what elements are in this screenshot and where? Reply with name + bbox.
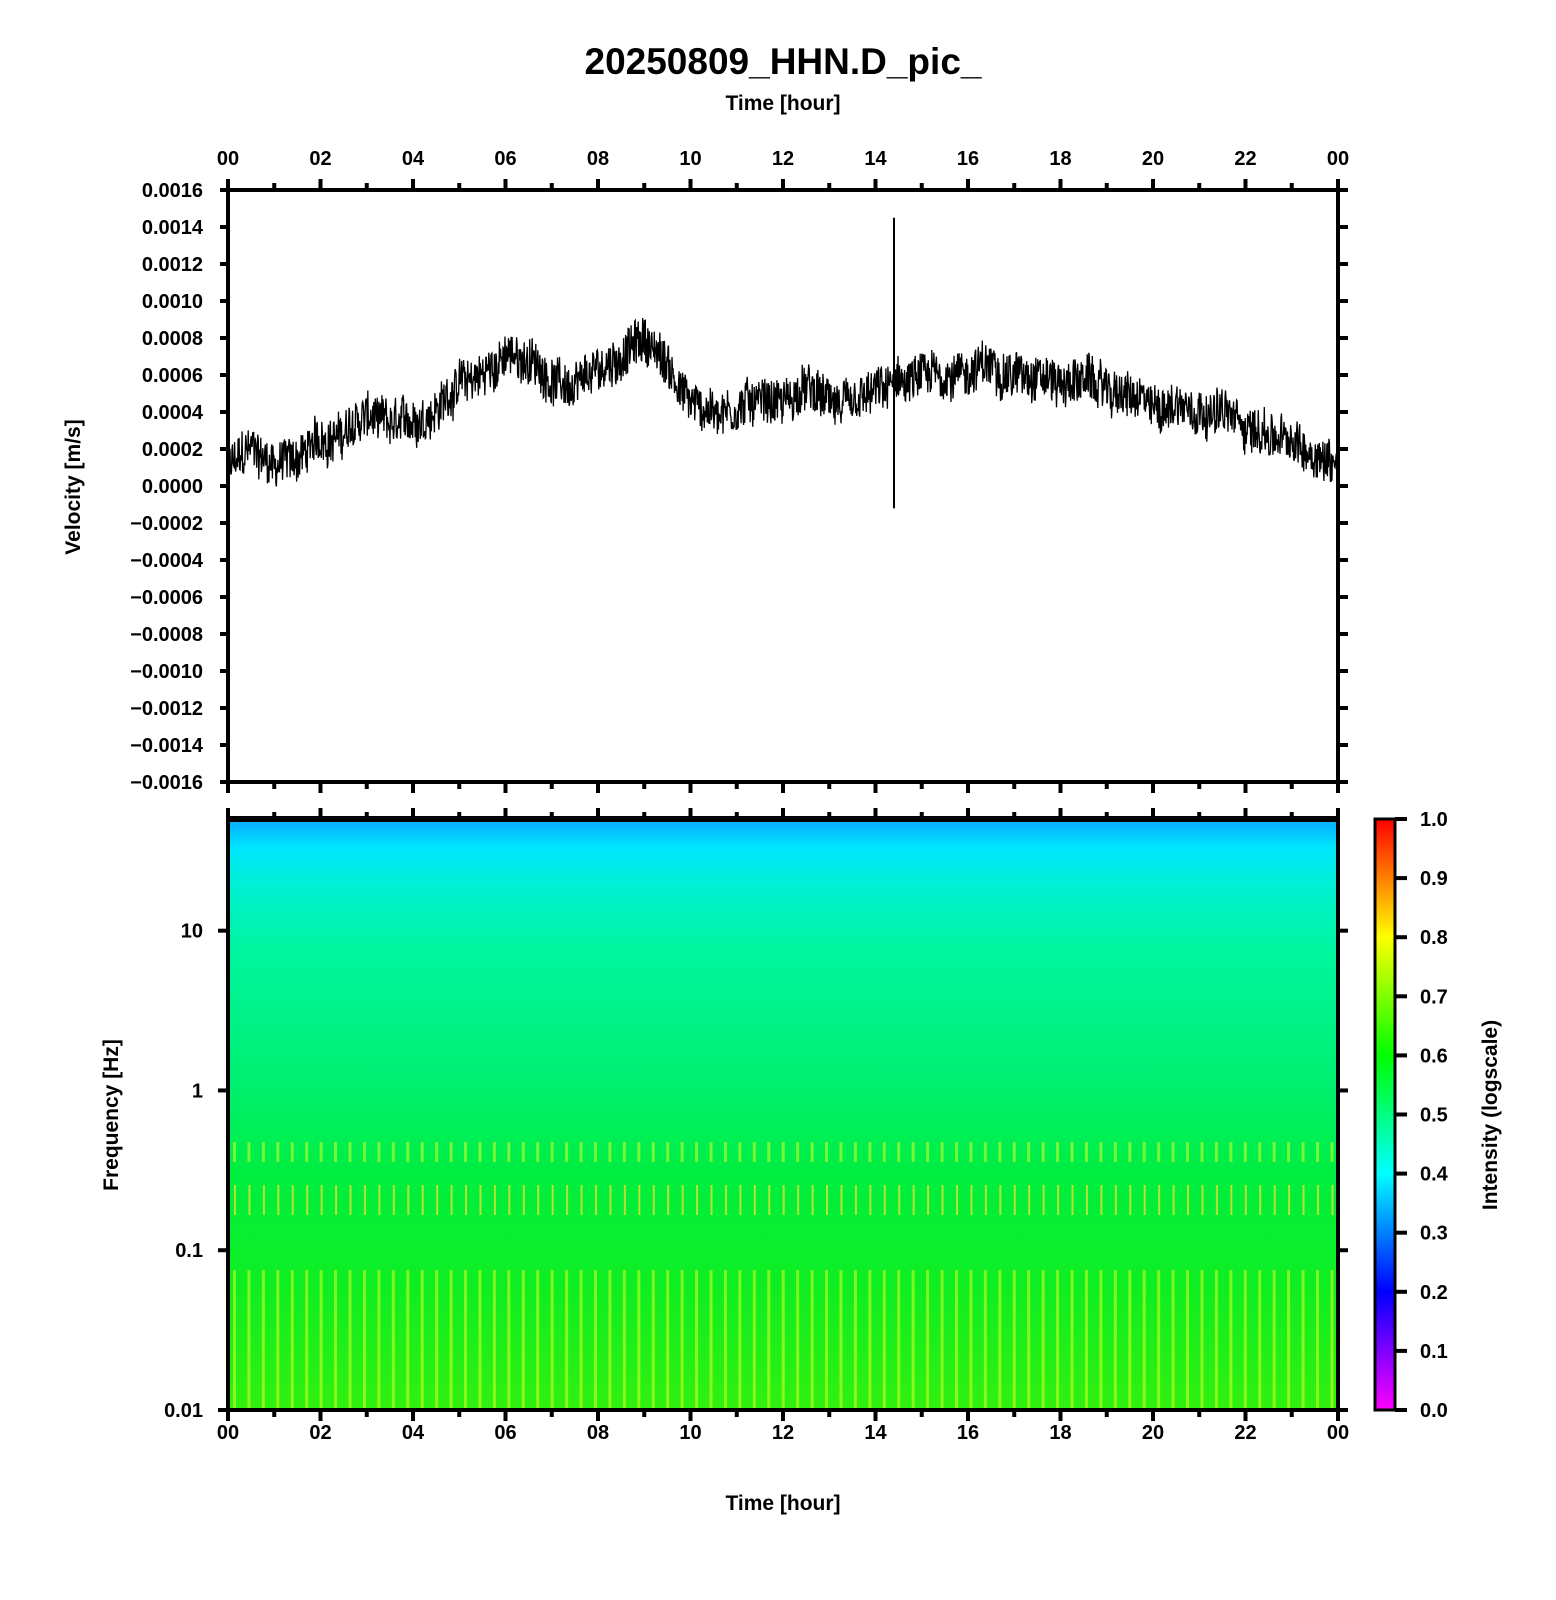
velocity-y-axis-label: Velocity [m/s] [62,419,85,554]
colorbar-tick-label: 0.7 [1420,986,1448,1008]
velocity-tick-label: 0.0004 [142,402,204,424]
colorbar-tick-label: 0.5 [1420,1105,1448,1127]
spectrogram-low-freq-stripes [228,1270,1338,1410]
top-x-tick-label: 20 [1142,148,1164,170]
bottom-x-tick-label: 04 [402,1422,425,1444]
bottom-x-axis: 00 02 04 06 08 10 12 14 16 18 20 22 00 [217,1410,1349,1444]
frequency-tick-label: 0.1 [175,1240,203,1262]
top-x-tick-label: 18 [1049,148,1071,170]
velocity-tick-label: −0.0002 [130,513,203,535]
top-x-tick-label: 22 [1234,148,1256,170]
bottom-x-tick-label: 14 [864,1422,887,1444]
velocity-tick-label: −0.0016 [130,772,203,794]
velocity-tick-label: 0.0014 [142,217,204,239]
spectrogram-band-stripes [228,1142,1338,1162]
velocity-tick-label: −0.0012 [130,698,203,720]
colorbar-tick-label: 0.4 [1420,1164,1449,1186]
top-x-tick-label: 10 [679,148,701,170]
bottom-x-tick-label: 18 [1049,1422,1071,1444]
frequency-y-axis: 10 1 0.1 0.01 [164,921,1348,1422]
colorbar-label: Intensity (logscale) [1479,1020,1502,1210]
bottom-x-tick-label: 16 [957,1422,979,1444]
bottom-x-tick-label: 20 [1142,1422,1164,1444]
velocity-tick-label: −0.0014 [130,735,204,757]
colorbar-axis: 1.0 0.9 0.8 0.7 0.6 0.5 0.4 0.3 0.2 0.1 0.0 [1395,809,1449,1422]
top-x-tick-label: 08 [587,148,609,170]
bottom-x-tick-label: 10 [679,1422,701,1444]
top-x-tick-label: 12 [772,148,794,170]
velocity-tick-label: −0.0004 [130,550,204,572]
top-x-tick-label: 14 [864,148,887,170]
velocity-tick-label: 0.0006 [142,365,203,387]
velocity-tick-label: 0.0016 [142,180,203,202]
bottom-x-tick-label: 08 [587,1422,609,1444]
colorbar-tick-label: 0.3 [1420,1223,1448,1245]
colorbar-tick-label: 0.1 [1420,1341,1448,1363]
velocity-tick-label: 0.0010 [142,291,203,313]
velocity-tick-label: 0.0002 [142,439,203,461]
frequency-tick-label: 10 [181,921,203,943]
top-x-axis-label: Time [hour] [725,92,840,115]
velocity-tick-label: −0.0006 [130,587,203,609]
frequency-tick-label: 1 [192,1080,203,1102]
velocity-trace [228,317,1338,487]
top-x-tick-label: 16 [957,148,979,170]
waveform-frame [226,188,1340,784]
top-x-tick-label: 04 [402,148,425,170]
colorbar-tick-label: 0.9 [1420,868,1448,890]
colorbar-tick-label: 1.0 [1420,809,1448,831]
top-x-axis: 00 02 04 06 08 10 12 14 16 18 20 22 00 [217,148,1349,190]
colorbar-tick-label: 0.6 [1420,1045,1448,1067]
bottom-x-axis-label: Time [hour] [725,1492,840,1515]
bottom-x-tick-label: 00 [1327,1422,1349,1444]
top-x-tick-label: 02 [309,148,331,170]
bottom-x-tick-label: 12 [772,1422,794,1444]
velocity-tick-label: −0.0008 [130,624,203,646]
velocity-tick-label: 0.0012 [142,254,203,276]
top-x-tick-label: 00 [1327,148,1349,170]
frequency-y-axis-label: Frequency [Hz] [100,1039,123,1191]
bottom-x-tick-label: 00 [217,1422,239,1444]
velocity-waveform [228,217,1338,509]
bottom-x-tick-label: 22 [1234,1422,1256,1444]
bottom-x-tick-label: 06 [494,1422,516,1444]
bottom-x-tick-label: 02 [309,1422,331,1444]
velocity-tick-label: 0.0000 [142,476,203,498]
velocity-y-axis: 0.0016 0.0014 0.0012 0.0010 0.0008 0.0006 0.00… [130,180,1348,794]
colorbar-tick-label: 0.0 [1420,1400,1448,1422]
top-x-tick-label: 06 [494,148,516,170]
velocity-tick-label: 0.0008 [142,328,203,350]
colorbar-tick-label: 0.2 [1420,1282,1448,1304]
colorbar [1373,817,1397,1412]
waveform-x-ticks [226,782,1340,819]
chart-title: 20250809_HHN.D_pic_ [585,41,982,82]
spectrogram-band-stripes [228,1185,1338,1215]
frequency-tick-label: 0.01 [164,1400,203,1422]
top-x-tick-label: 00 [217,148,239,170]
colorbar-tick-label: 0.8 [1420,927,1448,949]
velocity-tick-label: −0.0010 [130,661,203,683]
